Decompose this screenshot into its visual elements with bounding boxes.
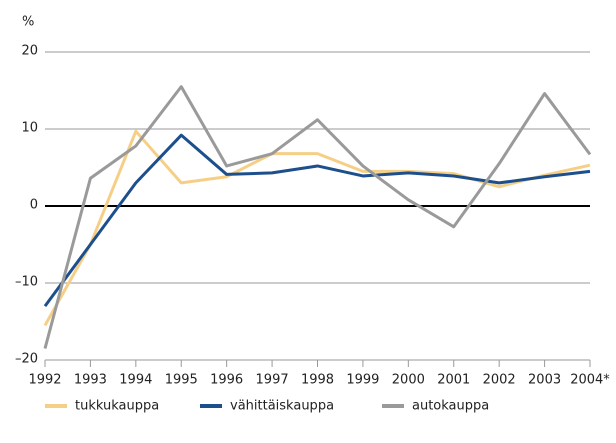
legend-label: vähittäiskauppa bbox=[230, 399, 334, 414]
series-line bbox=[43, 129, 591, 327]
x-tick-label: 1995 bbox=[165, 373, 198, 388]
x-tick-label: 2000 bbox=[392, 373, 425, 388]
x-tick-label: 1994 bbox=[119, 373, 152, 388]
x-tick-label: 1993 bbox=[74, 373, 107, 388]
y-tick-label: 10 bbox=[21, 121, 38, 136]
legend-label: autokauppa bbox=[412, 399, 489, 414]
x-tick-label: 1998 bbox=[301, 373, 334, 388]
legend-label: tukkukauppa bbox=[75, 399, 159, 414]
y-tick-label: –20 bbox=[15, 352, 38, 367]
x-tick-label: 2004* bbox=[570, 373, 610, 388]
x-tick-label: 1997 bbox=[256, 373, 289, 388]
x-tick-label: 2001 bbox=[437, 373, 470, 388]
x-tick-label: 1992 bbox=[28, 373, 61, 388]
series-line bbox=[43, 133, 591, 307]
x-tick-label: 2003 bbox=[528, 373, 561, 388]
y-tick-label: 0 bbox=[30, 198, 38, 213]
series-line bbox=[43, 85, 592, 349]
y-tick-label: –10 bbox=[15, 275, 38, 290]
x-tick-label: 2002 bbox=[483, 373, 516, 388]
x-tick-label: 1999 bbox=[346, 373, 379, 388]
x-tick-label: 1996 bbox=[210, 373, 243, 388]
y-tick-label: 20 bbox=[21, 44, 38, 59]
y-axis-label: % bbox=[22, 15, 34, 30]
